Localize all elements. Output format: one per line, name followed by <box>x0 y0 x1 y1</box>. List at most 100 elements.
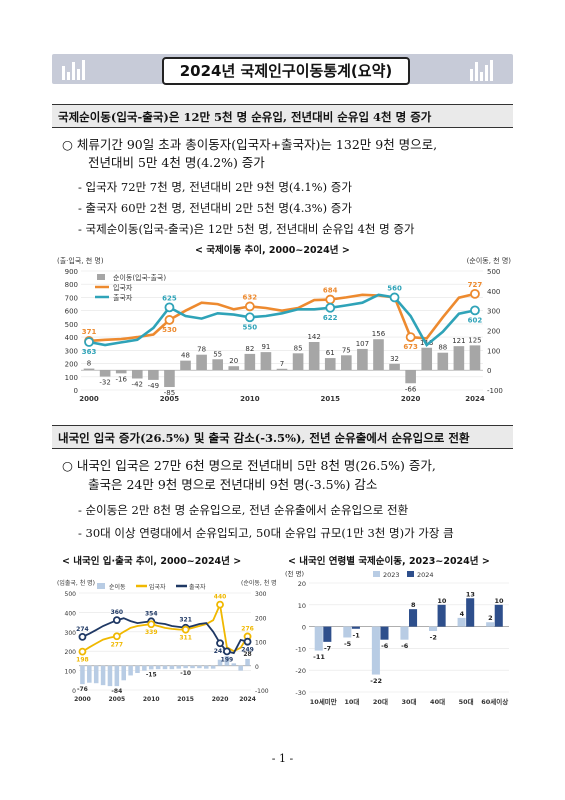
point-data-label: 339 <box>145 629 158 636</box>
bar-data-label: 7 <box>280 360 284 368</box>
net-migration-bar <box>107 665 113 687</box>
point-data-label: 684 <box>323 287 338 295</box>
right-tick-label: 0 <box>487 367 491 375</box>
net-migration-bar <box>169 665 175 670</box>
title-decoration-left <box>62 60 87 80</box>
net-migration-bar <box>260 352 272 371</box>
point-data-label: 625 <box>162 294 177 302</box>
age-bar-2023 <box>343 626 352 638</box>
legend-label: 순이동 <box>109 583 126 591</box>
left-tick-label: 0 <box>74 387 78 395</box>
x-tick-label: 2020 <box>401 395 421 403</box>
category-label: 60세이상 <box>481 697 508 706</box>
section2-bullet-line2: 출국은 24만 9천 명으로 전년대비 9천 명(-3.5%) 감소 <box>88 477 378 492</box>
chart2-korean-migration: (입출국, 천 명) (순이동, 천 명)50040030020010003002… <box>57 579 277 703</box>
marker-point <box>325 302 336 313</box>
net-migration-bar <box>217 659 223 666</box>
chart1-international-migration: (출·입국, 천 명) (순이동, 천 명)9008007006005004003… <box>57 256 512 403</box>
bar-data-label: 48 <box>181 352 190 360</box>
x-tick-label: 2005 <box>160 395 180 403</box>
age-bar-2024 <box>466 598 475 627</box>
marker-point <box>216 639 224 648</box>
x-tick-label: 2015 <box>320 395 340 403</box>
net-migration-bar <box>228 366 240 371</box>
marker-point <box>147 620 156 629</box>
marker-point <box>244 312 255 323</box>
left-tick-label: 0 <box>72 688 76 695</box>
category-label: 40대 <box>430 697 445 706</box>
page-title: 2024년 국제인구이동통계(요약) <box>162 57 410 85</box>
marker-point <box>223 647 231 656</box>
bar-data-label: 121 <box>452 337 465 345</box>
category-label: 30대 <box>401 697 416 706</box>
marker-point <box>112 616 121 625</box>
net-migration-bar <box>83 368 95 371</box>
right-tick-label: 100 <box>487 347 500 355</box>
net-migration-bar <box>164 370 175 388</box>
right-tick-label: 200 <box>255 615 267 622</box>
section1-bullet-line1: ○ 체류기간 90일 초과 총이동자(입국자+출국자)는 132만 9천 명으로… <box>62 137 438 152</box>
left-axis-label: (입출국, 천 명) <box>57 579 95 587</box>
section2-heading: 내국인 입국 증가(26.5%) 및 출국 감소(-3.5%), 전년 순유출에… <box>52 425 513 449</box>
net-migration-bar <box>421 347 433 371</box>
net-migration-bar <box>155 665 161 670</box>
age-bar-2024 <box>380 626 389 640</box>
bar-data-label: 156 <box>372 330 386 338</box>
y-tick-label: 10 <box>298 602 306 610</box>
left-tick-label: 400 <box>65 610 77 617</box>
bar-data-label: -66 <box>405 385 417 393</box>
age-bar-2024 <box>351 626 360 629</box>
bar-data-label: -10 <box>180 670 191 677</box>
net-migration-bar <box>245 658 250 666</box>
legend-label: 출국자 <box>189 583 206 591</box>
category-label: 10대 <box>344 697 359 706</box>
bar-data-label: 125 <box>468 336 481 344</box>
bar-data-label: -42 <box>132 380 143 388</box>
net-migration-bar <box>148 370 159 380</box>
point-data-label: 371 <box>82 328 97 336</box>
point-data-label: 632 <box>243 293 258 301</box>
right-tick-label: 0 <box>255 664 259 671</box>
y-tick-label: 0 <box>302 624 306 632</box>
age-bar-2024 <box>409 609 418 627</box>
marker-point <box>470 288 480 299</box>
net-migration-bar <box>180 360 191 371</box>
bar-data-label: 2 <box>488 614 493 622</box>
right-axis-label: (순이동, 천 명) <box>467 256 512 265</box>
legend-label: 입국자 <box>149 583 166 591</box>
point-data-label: 276 <box>241 625 254 632</box>
point-data-label: 673 <box>403 343 418 351</box>
chart3-title: < 내국인 연령별 국제순이동, 2023~2024년 > <box>288 556 490 567</box>
x-tick-label: 2010 <box>143 696 160 703</box>
point-data-label: 354 <box>145 610 158 617</box>
section2-sub1: - 순이동은 2만 8천 명 순유입으로, 전년 순유출에서 순유입으로 전환 <box>78 503 409 517</box>
point-data-label: 198 <box>76 657 89 664</box>
point-data-label: 199 <box>221 656 234 663</box>
age-bar-2023 <box>457 617 466 627</box>
point-data-label: 602 <box>468 316 483 324</box>
marker-point <box>78 647 87 656</box>
marker-point <box>216 600 224 609</box>
left-tick-label: 300 <box>65 630 77 637</box>
net-migration-bar <box>80 665 85 685</box>
marker-point <box>84 337 94 347</box>
legend-label: 출국자 <box>113 293 133 302</box>
x-tick-label: 2015 <box>177 696 194 703</box>
legend-swatch <box>97 583 105 589</box>
left-tick-label: 600 <box>65 308 78 316</box>
net-migration-bar <box>210 665 216 669</box>
bar-data-label: -6 <box>381 642 389 650</box>
bar-data-label: 85 <box>294 344 303 352</box>
point-data-label: 274 <box>76 626 89 633</box>
bar-data-label: -84 <box>111 688 122 695</box>
age-bar-2023 <box>371 626 380 675</box>
marker-point <box>112 632 121 641</box>
net-migration-bar <box>224 656 230 666</box>
age-bar-2023 <box>400 626 409 640</box>
y-axis-label: (천 명) <box>285 569 304 578</box>
right-tick-label: 300 <box>487 308 500 316</box>
net-migration-bar <box>142 665 147 671</box>
page-number: - 1 - <box>271 752 294 765</box>
age-bar-2024 <box>494 604 503 627</box>
legend-swatch <box>407 571 414 577</box>
